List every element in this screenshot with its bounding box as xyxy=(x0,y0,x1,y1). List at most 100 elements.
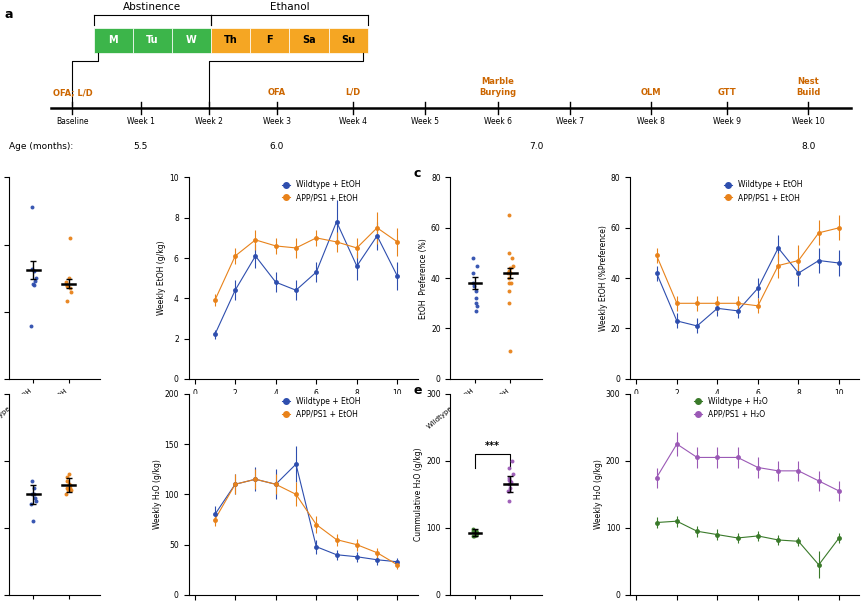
Text: W: W xyxy=(187,35,197,46)
FancyBboxPatch shape xyxy=(289,28,328,53)
Legend: Wildtype + EtOH, APP/PS1 + EtOH: Wildtype + EtOH, APP/PS1 + EtOH xyxy=(279,177,364,205)
Point xyxy=(60,476,74,486)
Point xyxy=(27,483,41,492)
Point xyxy=(469,526,483,535)
Text: 5.5: 5.5 xyxy=(134,142,148,151)
Point xyxy=(503,286,516,296)
Point xyxy=(29,273,43,283)
Point xyxy=(24,322,38,331)
Text: Marble
Burying: Marble Burying xyxy=(479,78,516,97)
Point xyxy=(470,261,483,270)
Point xyxy=(60,280,74,290)
Text: 8.0: 8.0 xyxy=(801,142,815,151)
Point xyxy=(24,476,38,486)
Point xyxy=(503,299,516,308)
Point xyxy=(470,528,484,538)
Point xyxy=(502,473,516,483)
Text: L/D: L/D xyxy=(345,88,361,97)
Text: Ethanol: Ethanol xyxy=(270,2,309,12)
Point xyxy=(501,268,515,278)
Point xyxy=(24,264,38,273)
Text: Week 6: Week 6 xyxy=(483,117,512,126)
Y-axis label: Weekly EtOH (%Preference): Weekly EtOH (%Preference) xyxy=(599,225,608,331)
Point xyxy=(63,233,77,243)
FancyBboxPatch shape xyxy=(328,28,368,53)
Point xyxy=(470,528,483,538)
Text: 7.0: 7.0 xyxy=(529,142,543,151)
Text: OFA; L/D: OFA; L/D xyxy=(53,88,92,97)
Point xyxy=(503,268,517,278)
Text: Abstinence: Abstinence xyxy=(123,2,181,12)
Point xyxy=(469,306,483,316)
Point xyxy=(29,276,43,285)
Point xyxy=(60,296,74,306)
Point xyxy=(64,287,78,296)
Point xyxy=(503,496,516,506)
Y-axis label: Cummulative H₂O (g/kg): Cummulative H₂O (g/kg) xyxy=(414,448,424,541)
Text: Week 2: Week 2 xyxy=(194,117,222,126)
Point xyxy=(469,530,483,540)
Y-axis label: Weekly EtOH (g/kg): Weekly EtOH (g/kg) xyxy=(157,241,167,316)
Text: Baseline: Baseline xyxy=(56,117,89,126)
Text: Week 1: Week 1 xyxy=(127,117,155,126)
Point xyxy=(470,286,483,296)
X-axis label: Experimental Week: Experimental Week xyxy=(707,400,782,409)
X-axis label: Experimental Week: Experimental Week xyxy=(266,400,340,409)
Point xyxy=(503,483,516,492)
Text: Week 3: Week 3 xyxy=(263,117,291,126)
Text: OFA: OFA xyxy=(267,88,286,97)
Point xyxy=(504,278,518,288)
Point xyxy=(28,490,42,499)
Text: GTT: GTT xyxy=(718,88,737,97)
Point xyxy=(502,248,516,258)
Text: Nest
Build: Nest Build xyxy=(796,78,820,97)
Point xyxy=(62,282,76,292)
Point xyxy=(502,475,516,484)
Text: ***: *** xyxy=(485,441,500,451)
Text: Week 10: Week 10 xyxy=(792,117,825,126)
Point xyxy=(504,477,518,487)
Text: Sa: Sa xyxy=(302,35,316,46)
Point xyxy=(28,267,42,276)
Point xyxy=(62,479,76,489)
Point xyxy=(502,266,516,275)
Legend: Wildtype + H₂O, APP/PS1 + H₂O: Wildtype + H₂O, APP/PS1 + H₂O xyxy=(691,394,771,421)
Point xyxy=(468,531,482,541)
Point xyxy=(24,490,38,499)
Legend: Wildtype + EtOH, APP/PS1 + EtOH: Wildtype + EtOH, APP/PS1 + EtOH xyxy=(279,394,364,421)
Point xyxy=(24,499,38,508)
Point xyxy=(503,210,516,220)
Text: M: M xyxy=(108,35,118,46)
Point xyxy=(468,281,482,290)
Point xyxy=(502,278,516,288)
Point xyxy=(501,486,515,496)
Text: e: e xyxy=(414,383,422,397)
Point xyxy=(466,526,480,536)
Text: Su: Su xyxy=(341,35,355,46)
Text: Age (months):: Age (months): xyxy=(9,142,73,151)
Point xyxy=(503,263,517,273)
Text: Th: Th xyxy=(224,35,238,46)
Text: Tu: Tu xyxy=(146,35,159,46)
Point xyxy=(29,493,43,503)
Point xyxy=(60,483,74,492)
Text: a: a xyxy=(4,8,13,20)
Legend: Wildtype + EtOH, APP/PS1 + EtOH: Wildtype + EtOH, APP/PS1 + EtOH xyxy=(721,177,806,205)
Text: Week 8: Week 8 xyxy=(637,117,665,126)
Point xyxy=(469,530,483,540)
Point xyxy=(62,483,76,492)
Y-axis label: Weekly H₂O (g/kg): Weekly H₂O (g/kg) xyxy=(153,459,161,529)
Point xyxy=(466,525,480,534)
Point xyxy=(61,486,75,495)
FancyBboxPatch shape xyxy=(133,28,172,53)
Text: Week 7: Week 7 xyxy=(556,117,584,126)
Point xyxy=(506,469,520,479)
Point xyxy=(505,253,519,263)
Point xyxy=(503,476,517,486)
Text: F: F xyxy=(266,35,273,46)
Point xyxy=(60,472,74,482)
Point xyxy=(470,526,483,536)
FancyBboxPatch shape xyxy=(172,28,211,53)
Point xyxy=(62,469,76,479)
Point xyxy=(505,456,519,466)
